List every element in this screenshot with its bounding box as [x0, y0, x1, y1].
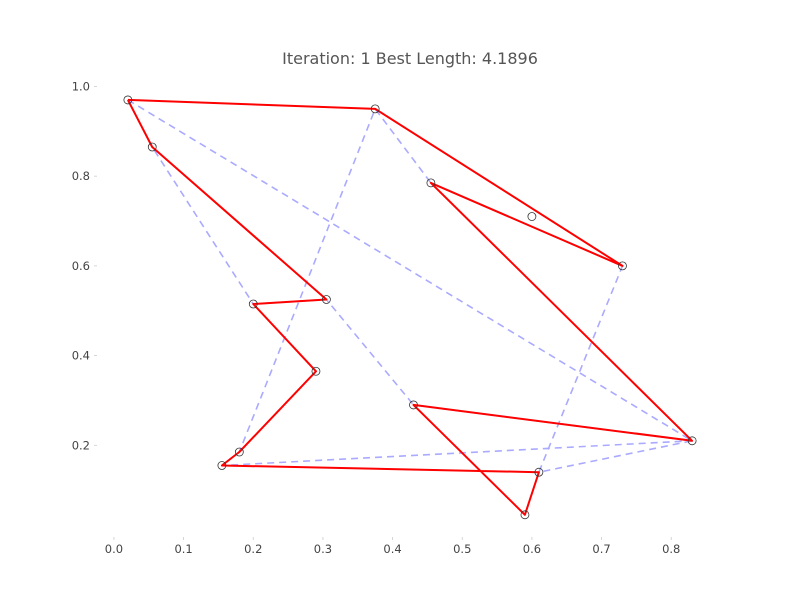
x-tick-label: 0.6	[523, 542, 541, 556]
y-tick-label: 0.2	[72, 438, 90, 452]
city-point	[426, 178, 436, 188]
y-tick-label: 0.4	[72, 349, 90, 363]
city-point	[409, 400, 418, 410]
tick-labels: 0.0 0.1 0.2 0.3 0.4 0.5 0.6 0.7 0.8 0.2 0.4 0.6 0.8 1…	[72, 79, 681, 556]
x-tick-label: 0.7	[592, 542, 610, 556]
city-point	[147, 142, 157, 152]
city-point	[322, 295, 331, 304]
cities	[123, 95, 697, 520]
axes	[94, 86, 672, 540]
city-point	[687, 436, 697, 446]
city-point	[248, 299, 258, 309]
routes	[127, 98, 694, 516]
y-tick-label: 0.6	[72, 259, 90, 273]
city-point	[311, 366, 321, 376]
x-tick-label: 0.1	[174, 542, 192, 556]
x-tick-label: 0.8	[662, 542, 680, 556]
city-point	[370, 104, 380, 114]
city-point	[234, 447, 244, 457]
city-point	[123, 95, 133, 105]
city-point	[527, 212, 537, 221]
x-tick-label: 0.5	[453, 542, 471, 556]
city-point	[618, 261, 627, 271]
x-tick-label: 0.3	[314, 542, 332, 556]
chart-title: Iteration: 1 Best Length: 4.1896	[282, 49, 538, 68]
x-tick-label: 0.2	[244, 542, 262, 556]
y-tick-label: 1.0	[72, 79, 90, 93]
city-point	[520, 510, 530, 520]
city-point	[217, 461, 227, 470]
x-tick-label: 0.4	[383, 542, 401, 556]
city-point	[534, 467, 544, 477]
best-route-line	[127, 98, 694, 516]
x-tick-label: 0.0	[105, 542, 123, 556]
y-tick-label: 0.8	[72, 169, 90, 183]
